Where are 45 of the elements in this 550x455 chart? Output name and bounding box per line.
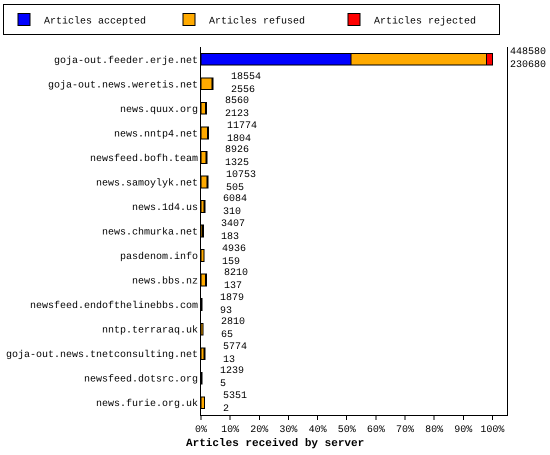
x-tick-label: 80%	[425, 425, 444, 436]
annotation: 18554 2556	[231, 72, 262, 96]
annotation: 8926 1325	[225, 145, 250, 169]
annotation: 10753 505	[226, 170, 256, 194]
y-tick-label: newsfeed.bofh.team	[90, 152, 198, 165]
y-tick-label: goja-out.news.weretis.net	[48, 79, 198, 92]
x-axis-title: Articles received by server	[186, 438, 364, 450]
annotation: 8210 137	[224, 268, 248, 292]
x-tick-label: 60%	[366, 425, 385, 436]
x-tick-label: 20%	[250, 425, 268, 436]
annotation: 3407 183	[221, 219, 246, 243]
y-tick-label: news.furie.org.uk	[96, 398, 198, 410]
y-tick-label: news.quux.org	[120, 104, 198, 116]
y-tick-label: news.chmurka.net	[102, 226, 198, 238]
y-tick-label: news.samoylyk.net	[96, 177, 198, 190]
x-tick-label: 30%	[279, 425, 298, 436]
annotation: 1879 93	[220, 293, 244, 317]
y-tick-label: newsfeed.endofthelinebbs.com	[30, 300, 198, 312]
x-tick-label: 0%	[194, 425, 208, 436]
y-tick-label: pasdenom.info	[120, 251, 198, 264]
x-tick-label: 70%	[396, 425, 414, 436]
legend-label: Articles rejected	[374, 15, 476, 28]
y-tick-label: news.1d4.us	[132, 202, 198, 214]
legend-label: Articles refused	[209, 15, 306, 28]
annotation: 1239 5	[220, 366, 244, 390]
annotation: 8560 2123	[225, 96, 250, 120]
y-tick-label: newsfeed.dotsrc.org	[84, 374, 198, 386]
x-tick-label: 40%	[308, 425, 327, 436]
y-tick-label: goja-out.news.tnetconsulting.net	[6, 349, 198, 362]
annotation: 5774 13	[223, 342, 248, 366]
x-tick-label: 10%	[221, 425, 240, 436]
annotation: 5351 2	[223, 391, 248, 415]
y-tick-label: nntp.terraraq.uk	[102, 324, 198, 337]
y-tick-label: news.bbs.nz	[132, 276, 198, 288]
annotation: 6084 310	[223, 194, 248, 218]
y-tick-label: goja-out.feeder.erje.net	[54, 54, 198, 67]
x-tick-label: 50%	[338, 425, 356, 436]
annotation: 2810 65	[221, 317, 246, 341]
x-tick-label: 90%	[454, 425, 472, 436]
annotation: 11774 1804	[227, 121, 258, 145]
legend-label: Articles accepted	[44, 15, 146, 28]
x-tick-label: 100%	[480, 425, 504, 436]
y-tick-label: news.nntp4.net	[114, 129, 198, 140]
annotation: 4936 159	[222, 244, 246, 268]
annotation: 448580 230680	[510, 47, 546, 71]
